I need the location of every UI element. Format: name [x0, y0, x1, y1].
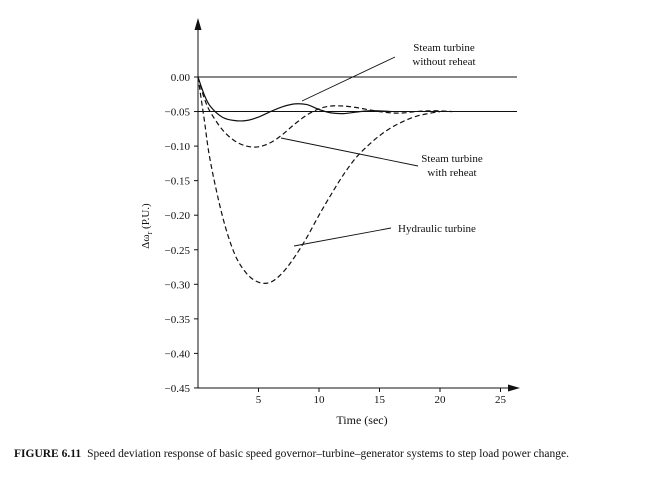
y-tick-label: −0.40 [165, 348, 191, 360]
y-tick-label: −0.35 [165, 314, 191, 326]
x-tick-label: 20 [435, 394, 447, 406]
annotation-leaders [280, 56, 419, 247]
x-tick-label: 10 [314, 394, 326, 406]
annotation-label: Hydraulic turbine [398, 223, 476, 235]
y-tick-label: −0.15 [165, 176, 191, 188]
series-line-hydraulic-turbine [197, 76, 441, 284]
y-axis-title: Δωr (P.U.) [140, 203, 154, 249]
data-series [197, 76, 453, 284]
annotation-leader-2 [293, 227, 392, 247]
annotation-label-line: with reheat [427, 167, 476, 179]
caption-text: Speed deviation response of basic speed … [87, 448, 569, 460]
y-tick-label: −0.05 [165, 107, 191, 119]
annotation-label-line: Steam turbine [421, 153, 483, 165]
series-line-steam-turbine-without-reheat [197, 76, 392, 122]
y-tick-label: −0.10 [165, 141, 191, 153]
annotation-label: Steam turbine without reheat [412, 42, 475, 68]
y-tick-label: −0.20 [165, 210, 191, 222]
annotation-label-line: without reheat [412, 56, 475, 68]
annotation-leader-1 [280, 137, 419, 167]
x-axis-title: Time (sec) [336, 413, 387, 427]
y-tick-label: −0.30 [165, 279, 191, 291]
x-tick-label: 5 [256, 394, 262, 406]
x-axis-arrow [508, 384, 520, 392]
y-tick-label: −0.45 [165, 383, 191, 395]
y-axis-title-subscript: r [145, 231, 154, 234]
x-tick-label: 25 [495, 394, 507, 406]
annotation-label-line: Steam turbine [413, 42, 475, 54]
reference-lines [198, 76, 517, 113]
y-axis-title-unit: (P.U.) [140, 203, 152, 232]
annotation-label-line: Hydraulic turbine [398, 223, 476, 235]
series-line-steam-turbine-with-reheat [197, 76, 453, 148]
y-axis-title-symbol: Δω [140, 234, 152, 248]
y-axis-arrow [194, 18, 202, 30]
caption-number: FIGURE 6.11 [14, 448, 82, 460]
annotation-label: Steam turbine with reheat [421, 153, 483, 179]
figure-caption: FIGURE 6.11 Speed deviation response of b… [14, 447, 654, 462]
y-tick-label: −0.25 [165, 245, 191, 257]
annotation-leader-0 [301, 56, 396, 102]
y-tick-label: 0.00 [171, 72, 191, 84]
tick-labels: 0.00 −0.05 −0.10 −0.15 −0.20 −0.25 −0.30 −0.35 −… [165, 72, 507, 406]
x-tick-label: 15 [374, 394, 386, 406]
chart-axes [194, 18, 520, 392]
